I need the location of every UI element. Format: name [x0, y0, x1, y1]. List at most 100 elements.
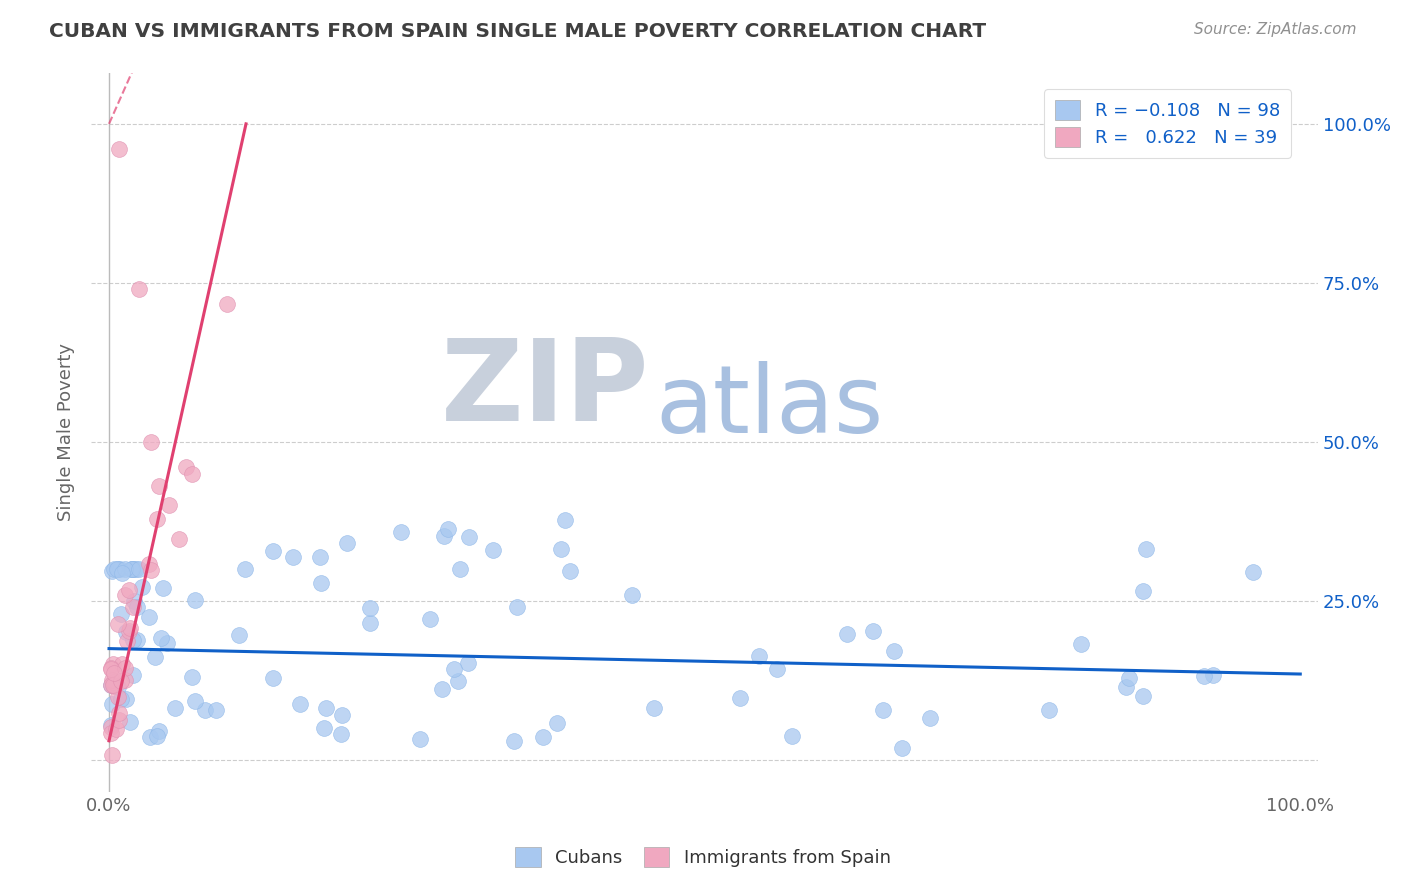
- Point: [1038, 703, 1060, 717]
- Point: [110, 674, 132, 689]
- Point: [105, 723, 128, 737]
- Point: [184, 593, 207, 607]
- Point: [359, 615, 381, 630]
- Point: [114, 661, 136, 675]
- Point: [100, 662, 122, 676]
- Point: [146, 729, 169, 743]
- Point: [121, 562, 143, 576]
- Point: [108, 713, 131, 727]
- Point: [215, 296, 238, 310]
- Point: [290, 697, 312, 711]
- Point: [122, 562, 145, 576]
- Point: [107, 690, 129, 704]
- Text: CUBAN VS IMMIGRANTS FROM SPAIN SINGLE MALE POVERTY CORRELATION CHART: CUBAN VS IMMIGRANTS FROM SPAIN SINGLE MA…: [49, 22, 987, 41]
- Legend: R = −0.108   N = 98, R =   0.622   N = 39: R = −0.108 N = 98, R = 0.622 N = 39: [1045, 89, 1291, 158]
- Point: [1115, 680, 1137, 694]
- Point: [1135, 542, 1157, 557]
- Point: [1132, 583, 1154, 598]
- Point: [409, 731, 432, 746]
- Point: [138, 609, 160, 624]
- Point: [502, 734, 524, 748]
- Point: [148, 479, 170, 493]
- Point: [181, 670, 204, 684]
- Point: [122, 594, 145, 608]
- Point: [457, 530, 479, 544]
- Point: [103, 678, 125, 692]
- Point: [169, 532, 191, 546]
- Point: [1192, 669, 1215, 683]
- Point: [125, 633, 148, 648]
- Point: [419, 612, 441, 626]
- Point: [430, 682, 453, 697]
- Point: [728, 690, 751, 705]
- Point: [872, 703, 894, 717]
- Point: [121, 562, 143, 576]
- Point: [101, 673, 124, 687]
- Point: [281, 549, 304, 564]
- Point: [114, 692, 136, 706]
- Point: [107, 680, 129, 694]
- Point: [1202, 667, 1225, 681]
- Point: [100, 660, 122, 674]
- Point: [117, 633, 139, 648]
- Point: [748, 648, 770, 663]
- Point: [163, 701, 186, 715]
- Point: [531, 730, 554, 744]
- Point: [108, 562, 131, 576]
- Point: [101, 697, 124, 711]
- Point: [118, 583, 141, 598]
- Point: [457, 656, 479, 670]
- Point: [546, 715, 568, 730]
- Point: [100, 678, 122, 692]
- Point: [891, 740, 914, 755]
- Point: [150, 631, 173, 645]
- Point: [1118, 671, 1140, 685]
- Point: [100, 720, 122, 734]
- Point: [100, 564, 122, 578]
- Point: [1132, 690, 1154, 704]
- Point: [329, 727, 352, 741]
- Point: [262, 671, 284, 685]
- Point: [180, 467, 202, 481]
- Point: [114, 673, 136, 687]
- Point: [643, 700, 665, 714]
- Point: [120, 620, 142, 634]
- Point: [506, 599, 529, 614]
- Point: [101, 747, 124, 762]
- Point: [315, 701, 337, 715]
- Text: atlas: atlas: [655, 361, 884, 453]
- Point: [120, 562, 142, 576]
- Y-axis label: Single Male Poverty: Single Male Poverty: [58, 343, 75, 521]
- Point: [103, 562, 125, 576]
- Point: [443, 662, 465, 676]
- Point: [152, 581, 174, 595]
- Point: [115, 624, 138, 639]
- Point: [118, 624, 141, 638]
- Point: [107, 142, 129, 156]
- Point: [103, 674, 125, 689]
- Point: [183, 693, 205, 707]
- Point: [100, 726, 122, 740]
- Point: [157, 499, 180, 513]
- Point: [449, 562, 471, 576]
- Point: [128, 282, 150, 296]
- Point: [780, 729, 803, 743]
- Point: [118, 715, 141, 730]
- Point: [108, 706, 131, 720]
- Point: [100, 678, 122, 692]
- Point: [105, 562, 128, 576]
- Point: [100, 718, 122, 732]
- Point: [127, 599, 149, 614]
- Point: [359, 601, 381, 615]
- Point: [447, 673, 470, 688]
- Point: [1241, 566, 1264, 580]
- Point: [103, 665, 125, 680]
- Point: [176, 460, 198, 475]
- Point: [766, 662, 789, 676]
- Point: [110, 607, 132, 621]
- Point: [114, 588, 136, 602]
- Point: [194, 703, 217, 717]
- Point: [558, 564, 581, 578]
- Point: [146, 512, 169, 526]
- Point: [262, 544, 284, 558]
